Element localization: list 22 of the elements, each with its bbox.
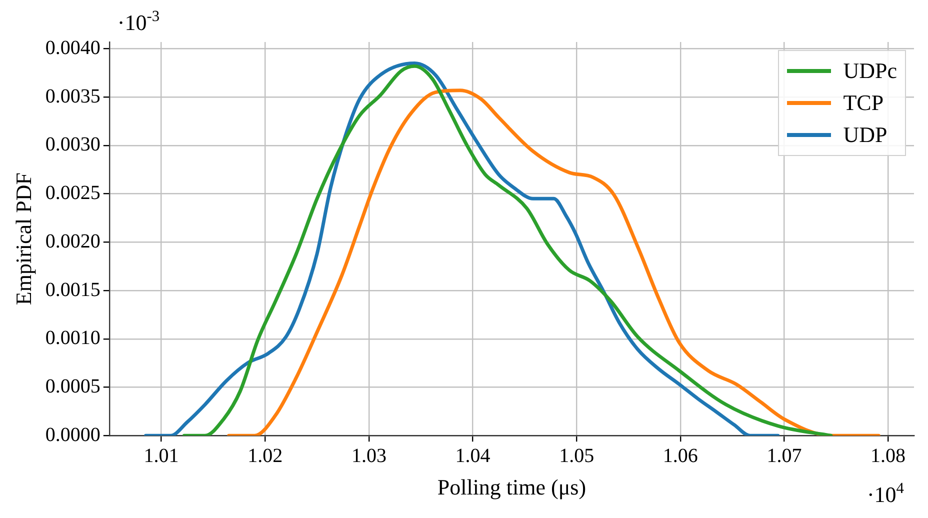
x-tick-label: 1.08 [870, 444, 906, 467]
x-tick-label: 1.04 [455, 444, 490, 467]
legend-label: TCP [843, 89, 884, 117]
y-tick-label: 0.0020 [45, 230, 100, 252]
x-tick-label: 1.01 [144, 444, 179, 467]
y-tick-label: 0.0040 [45, 37, 100, 60]
x-tick-label: 1.02 [248, 444, 283, 467]
y-tick-label: 0.0000 [45, 424, 100, 446]
y-tick-label: 0.0010 [45, 327, 100, 350]
y-tick-label: 0.0025 [45, 182, 100, 204]
x-tick-label: 1.03 [351, 444, 386, 467]
y-tick-label: 0.0035 [45, 85, 100, 108]
x-tick-label: 1.05 [559, 444, 594, 467]
y-axis-title: Empirical PDF [10, 172, 36, 306]
legend-label: UDPc [843, 57, 897, 85]
x-tick-label: 1.06 [662, 444, 698, 467]
x-tick-label: 1.07 [766, 444, 802, 467]
y-tick-label: 0.0015 [45, 278, 100, 301]
y-tick-label: 0.0005 [45, 375, 100, 398]
y-tick-label: 0.0030 [45, 134, 100, 156]
legend-label: UDP [843, 121, 888, 149]
x-axis-title: Polling time (μs) [437, 474, 586, 500]
